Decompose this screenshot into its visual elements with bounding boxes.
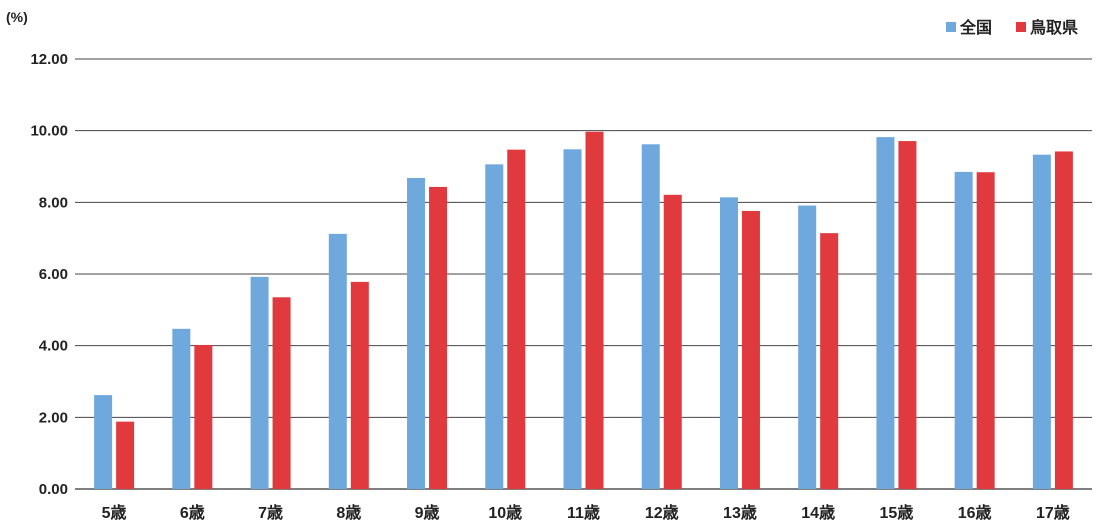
y-axis-ticks: 0.00 2.00 4.00 6.00 8.00 10.00 12.00: [30, 51, 68, 498]
x-category-label: 10歳: [488, 503, 522, 522]
bar-national: [485, 164, 504, 489]
bar-national: [719, 197, 738, 490]
legend-label-tottori: 鳥取県: [1030, 18, 1078, 37]
y-tick-label: 0.00: [39, 481, 68, 498]
y-tick-label: 2.00: [39, 409, 68, 426]
x-category-label: 14歳: [801, 503, 835, 522]
bar-tottori: [194, 344, 213, 489]
y-tick-label: 8.00: [39, 194, 68, 211]
bar-tottori: [663, 194, 682, 489]
bars: [94, 131, 1073, 490]
legend: 全国 鳥取県: [946, 18, 1078, 37]
bar-national: [563, 149, 582, 490]
x-category-label: 12歳: [645, 503, 679, 522]
y-axis-unit-label: (%): [6, 9, 28, 25]
bar-national: [641, 144, 660, 490]
x-category-label: 9歳: [415, 503, 440, 522]
x-category-label: 17歳: [1036, 503, 1070, 522]
bar-tottori: [429, 186, 448, 490]
x-category-label: 5歳: [102, 503, 127, 522]
x-category-label: 11歳: [567, 503, 600, 522]
y-tick-label: 6.00: [39, 266, 68, 283]
legend-swatch-national: [946, 22, 956, 32]
x-category-label: 7歳: [258, 503, 283, 522]
y-tick-label: 10.00: [30, 123, 68, 140]
bar-national: [172, 328, 191, 489]
x-category-label: 15歳: [880, 503, 914, 522]
x-category-label: 8歳: [336, 503, 361, 522]
bar-national: [407, 177, 426, 489]
x-category-label: 13歳: [723, 503, 757, 522]
x-category-label: 6歳: [180, 503, 205, 522]
legend-swatch-tottori: [1016, 22, 1026, 32]
bar-national: [328, 233, 347, 489]
bar-tottori: [585, 131, 604, 489]
y-tick-label: 4.00: [39, 338, 68, 355]
bar-tottori: [976, 172, 995, 489]
bar-national: [954, 171, 973, 489]
bar-tottori: [507, 149, 526, 490]
bar-tottori: [116, 421, 135, 489]
gridlines: [75, 58, 1092, 490]
x-axis-labels: 5歳 6歳 7歳 8歳 9歳 10歳 11歳 12歳 13歳 14歳 15歳 16歳 17歳: [102, 503, 1070, 522]
bar-tottori: [350, 281, 369, 489]
bar-national: [250, 276, 269, 489]
y-tick-label: 12.00: [30, 51, 68, 68]
bar-national: [876, 137, 895, 489]
bar-national: [94, 395, 113, 489]
bar-tottori: [820, 233, 839, 489]
bar-tottori: [1054, 151, 1073, 489]
bar-tottori: [741, 210, 760, 489]
bar-national: [1032, 154, 1051, 490]
bar-tottori: [272, 297, 291, 489]
bar-tottori: [898, 141, 917, 489]
x-category-label: 16歳: [958, 503, 992, 522]
bar-national: [798, 205, 817, 489]
legend-label-national: 全国: [959, 18, 992, 37]
